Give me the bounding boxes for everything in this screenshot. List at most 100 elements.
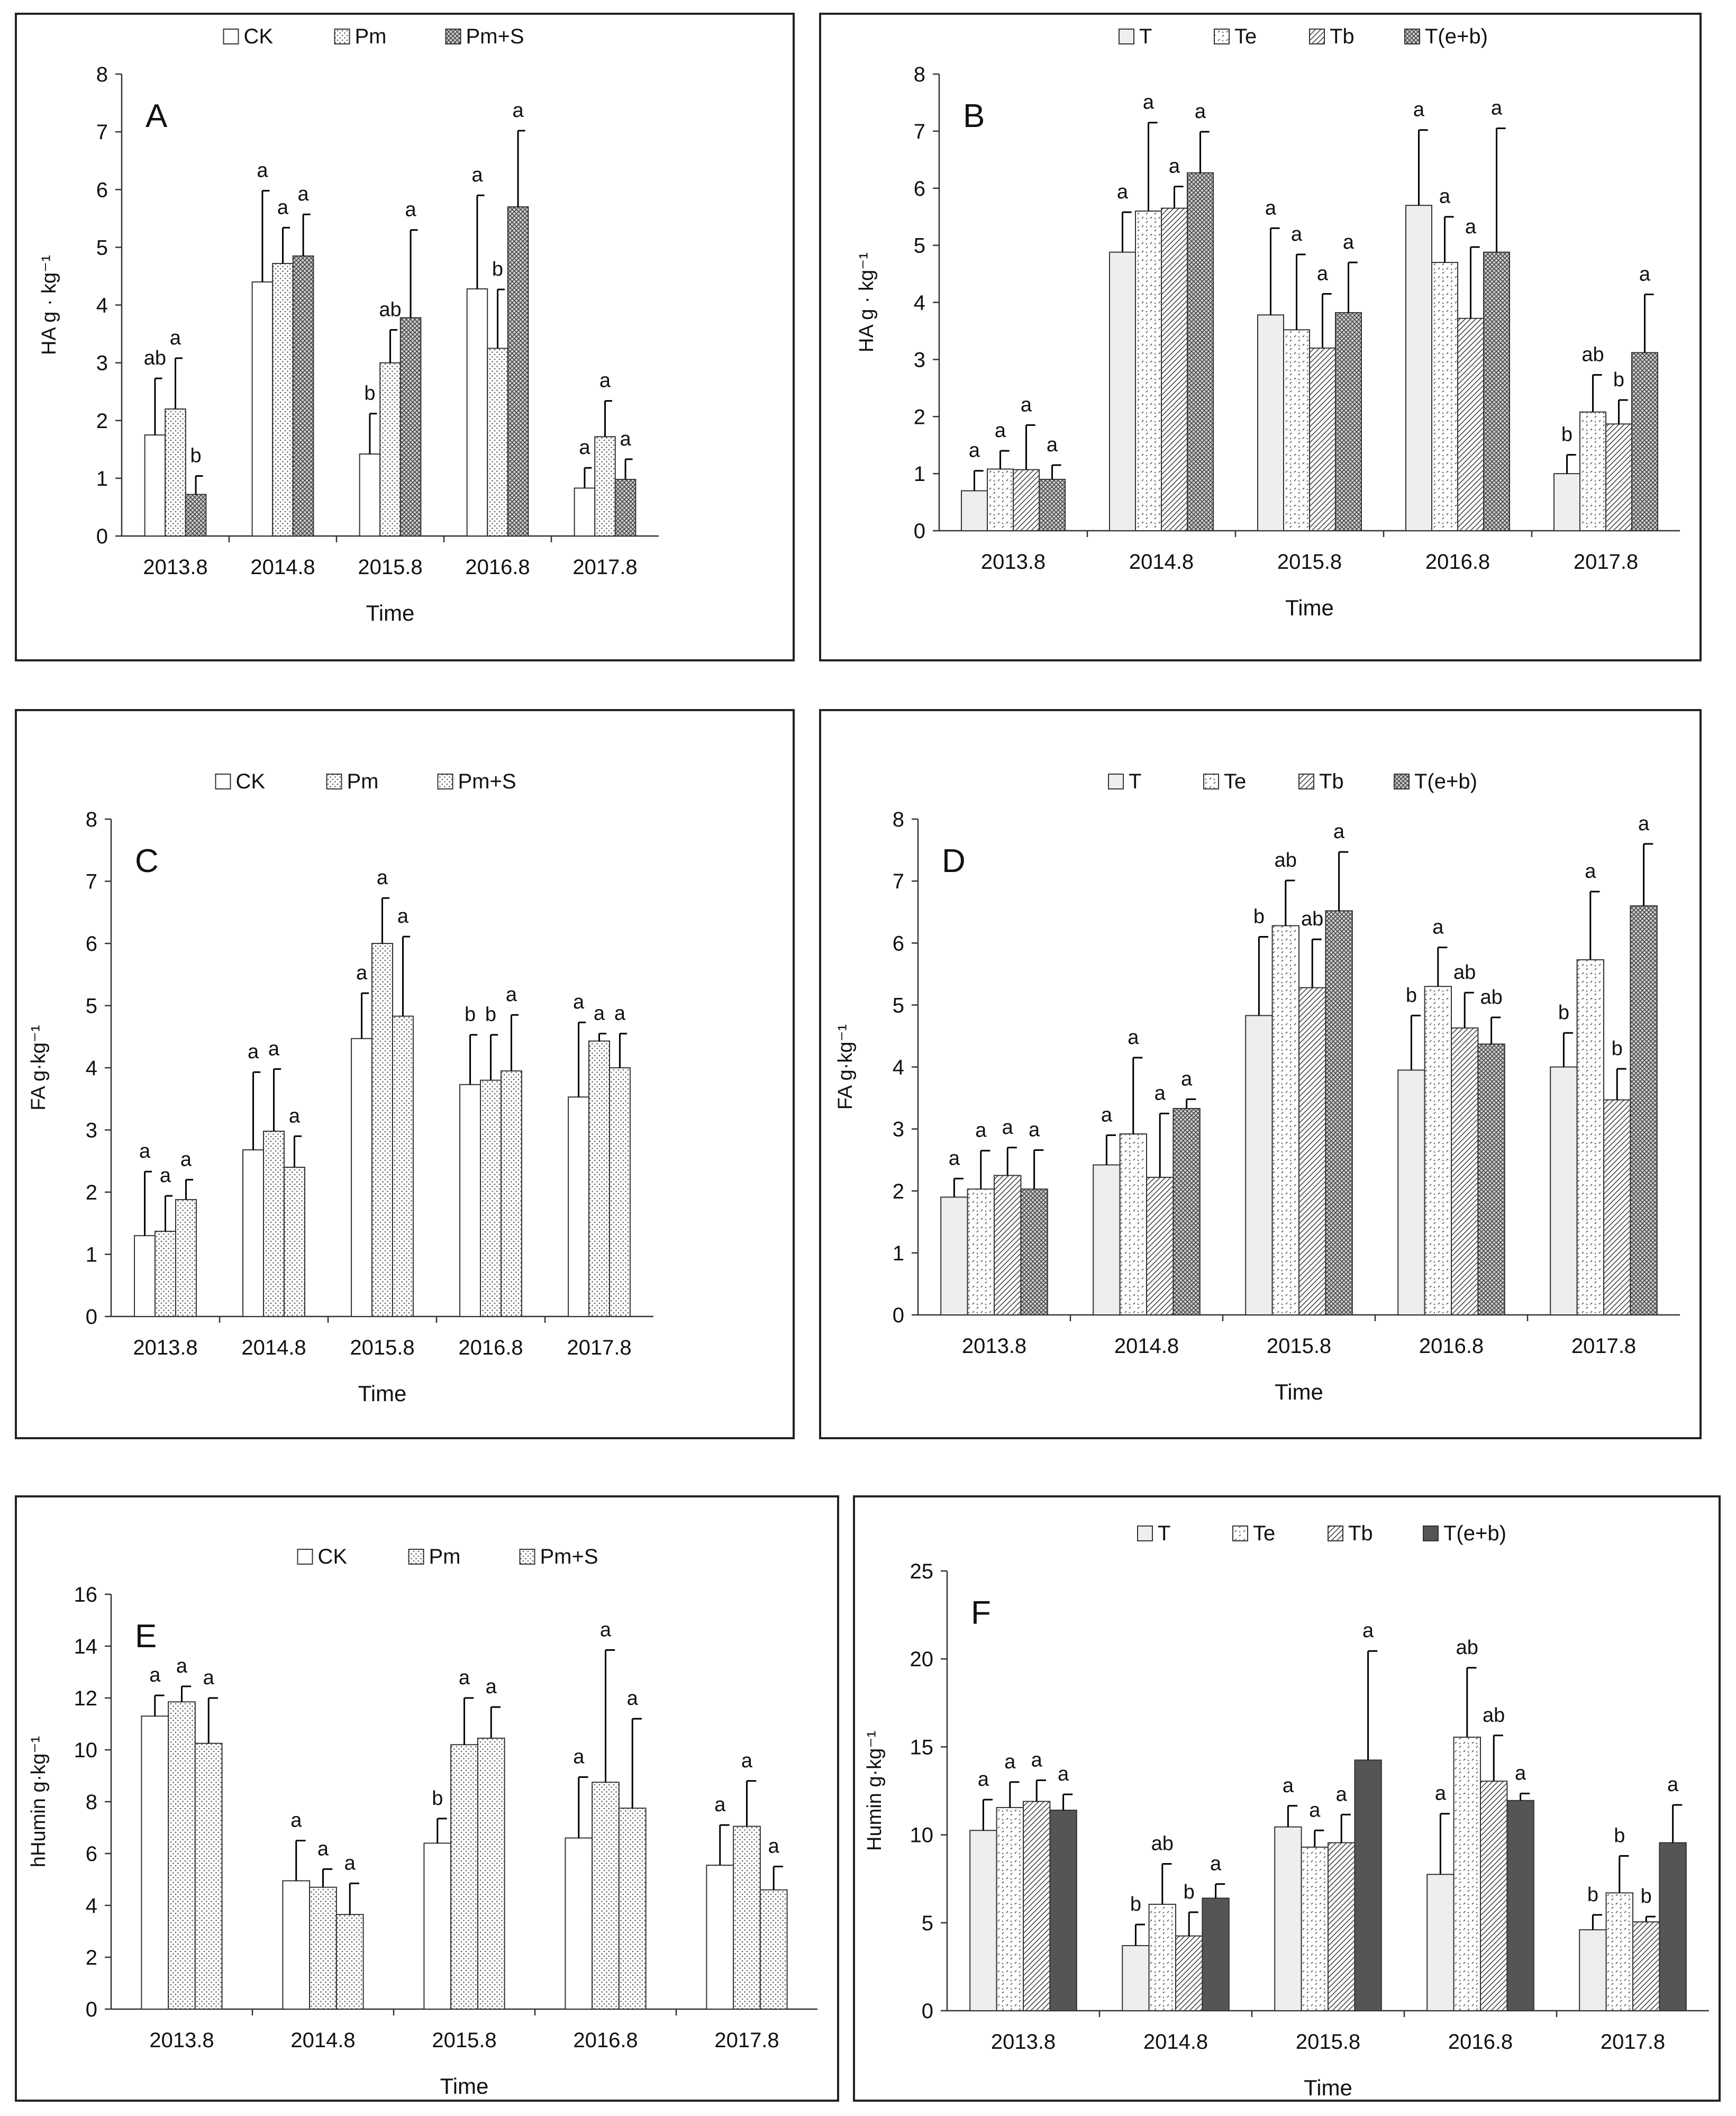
significance-label: a (1210, 1853, 1222, 1875)
legend-label-tb: Tb (1319, 770, 1344, 793)
panel-b: 0 1 2 3 4 5 6 7 8 2013.8 a a a a 2014.8 a a a a 2015.8 a a a a 2… (819, 13, 1702, 661)
bar-pm-s-2014-8 (283, 1167, 305, 1317)
bar-t-2014-8 (1109, 251, 1136, 531)
y-tick-label: 3 (96, 352, 108, 375)
bar-te-2017-8 (1576, 959, 1604, 1315)
y-tick-label: 5 (922, 1912, 933, 1935)
significance-label: a (573, 1746, 585, 1768)
bar-te-2014-8 (1135, 210, 1162, 531)
bar-te-2016-8 (1424, 986, 1452, 1315)
significance-label: a (579, 437, 590, 459)
bar-pm-2014-8 (263, 1130, 285, 1317)
significance-label: a (573, 991, 585, 1013)
y-tick-label: 4 (86, 1894, 97, 1918)
significance-label: a (1432, 916, 1444, 938)
y-axis-title: hHumin g·kg⁻¹ (28, 1736, 50, 1867)
bar-pm-2015-8 (371, 943, 393, 1317)
bar-tb-2013-8 (1013, 469, 1040, 531)
bar-ck-2014-8 (282, 1880, 311, 2010)
significance-label: a (599, 370, 611, 392)
bar-tb-2013-8 (1023, 1801, 1051, 2011)
significance-label: ab (1456, 1637, 1478, 1659)
legend-swatch-t (1119, 29, 1134, 44)
bar-t-2015-8 (1257, 314, 1284, 531)
significance-label: a (176, 1655, 188, 1677)
bar-te-2015-8 (1301, 1846, 1329, 2011)
significance-label: b (1130, 1893, 1141, 1915)
x-axis-title: Time (366, 601, 415, 625)
significance-label: ab (1453, 961, 1476, 984)
x-tick-label: 2015.8 (1296, 2030, 1360, 2054)
y-tick-label: 7 (914, 120, 925, 143)
bar-pm-2015-8 (379, 362, 401, 537)
significance-label: a (248, 1041, 259, 1063)
significance-label: a (949, 1147, 960, 1169)
bar-t-e-b-2014-8 (1173, 1107, 1201, 1315)
bar-t-2016-8 (1397, 1069, 1425, 1315)
bar-t-e-b-2014-8 (1187, 172, 1214, 531)
y-tick-label: 8 (86, 1791, 97, 1814)
significance-label: a (203, 1667, 215, 1689)
legend-label-te: Te (1224, 770, 1246, 793)
significance-label: a (268, 1038, 280, 1060)
bar-t-e-b-2017-8 (1630, 905, 1658, 1316)
bar-pm-2015-8 (450, 1744, 478, 2010)
x-tick-label: 2013.8 (962, 1334, 1026, 1358)
bar-te-2016-8 (1431, 261, 1458, 531)
y-tick-label: 4 (96, 294, 108, 317)
significance-label: a (1117, 181, 1129, 203)
bar-t-e-b-2016-8 (1483, 251, 1510, 531)
x-tick-label: 2016.8 (1425, 550, 1490, 574)
legend-label-ck: CK (244, 25, 274, 48)
x-tick-label: 2014.8 (1114, 1334, 1179, 1358)
y-tick-label: 3 (893, 1118, 904, 1141)
bar-pm-2017-8 (588, 1040, 610, 1317)
bar-te-2016-8 (1453, 1737, 1481, 2012)
y-tick-label: 16 (74, 1583, 98, 1606)
chart-a: 0123456782013.8abab2014.8aaa2015.8baba20… (15, 13, 795, 661)
bar-t-e-b-2013-8 (1049, 1810, 1077, 2012)
significance-label: ab (1582, 344, 1604, 366)
x-tick-label: 2013.8 (991, 2030, 1056, 2054)
y-tick-label: 6 (914, 177, 925, 201)
x-tick-label: 2017.8 (1601, 2030, 1665, 2054)
significance-label: a (1004, 1751, 1016, 1773)
y-axis-title: HA g · kg⁻¹ (856, 252, 878, 352)
bar-te-2017-8 (1579, 411, 1606, 531)
y-tick-label: 1 (86, 1243, 97, 1267)
y-tick-label: 8 (914, 63, 925, 86)
legend-label-pm: Pm (355, 25, 387, 48)
y-tick-label: 4 (86, 1057, 97, 1080)
bar-ck-2013-8 (141, 1715, 169, 2010)
significance-label: a (969, 440, 980, 462)
y-tick-label: 1 (96, 467, 108, 491)
y-tick-label: 12 (74, 1687, 98, 1710)
significance-label: ab (1275, 849, 1297, 871)
bar-pm-s-2017-8 (608, 1067, 631, 1317)
significance-label: b (1253, 906, 1265, 928)
legend-swatch-tb (1309, 29, 1325, 44)
bar-t-2017-8 (1579, 1929, 1607, 2012)
significance-label: a (978, 1768, 989, 1791)
significance-label: a (1439, 186, 1451, 208)
significance-label: a (714, 1794, 726, 1816)
bar-tb-2014-8 (1175, 1935, 1203, 2011)
significance-label: a (289, 1105, 301, 1127)
bar-t-2017-8 (1553, 473, 1580, 531)
y-tick-label: 25 (910, 1560, 934, 1583)
bar-t-e-b-2013-8 (1020, 1188, 1048, 1316)
legend-swatch-t-e-b (1404, 29, 1420, 44)
bar-ck-2015-8 (351, 1038, 373, 1317)
bar-t-2013-8 (969, 1830, 997, 2011)
y-tick-label: 14 (74, 1635, 98, 1658)
y-tick-label: 2 (914, 405, 925, 429)
bar-pm-2013-8 (168, 1701, 196, 2010)
x-tick-label: 2015.8 (1267, 1334, 1331, 1358)
bar-pm-s-2016-8 (507, 206, 529, 537)
y-tick-label: 7 (86, 870, 97, 894)
y-axis-title: Humin g·kg⁻¹ (864, 1731, 886, 1851)
x-tick-label: 2013.8 (143, 556, 207, 579)
